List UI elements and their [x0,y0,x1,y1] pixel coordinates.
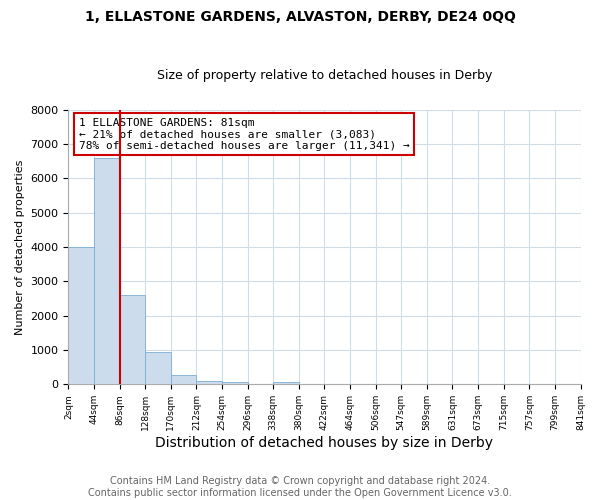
Bar [171,374,196,384]
Bar [273,382,299,384]
Bar [145,352,171,384]
Bar [222,382,248,384]
Text: Contains HM Land Registry data © Crown copyright and database right 2024.
Contai: Contains HM Land Registry data © Crown c… [88,476,512,498]
Title: Size of property relative to detached houses in Derby: Size of property relative to detached ho… [157,69,492,82]
Bar [94,158,119,384]
Bar [68,247,94,384]
Bar [119,295,145,384]
X-axis label: Distribution of detached houses by size in Derby: Distribution of detached houses by size … [155,436,493,450]
Text: 1 ELLASTONE GARDENS: 81sqm
← 21% of detached houses are smaller (3,083)
78% of s: 1 ELLASTONE GARDENS: 81sqm ← 21% of deta… [79,118,409,151]
Y-axis label: Number of detached properties: Number of detached properties [15,160,25,334]
Text: 1, ELLASTONE GARDENS, ALVASTON, DERBY, DE24 0QQ: 1, ELLASTONE GARDENS, ALVASTON, DERBY, D… [85,10,515,24]
Bar [196,381,222,384]
